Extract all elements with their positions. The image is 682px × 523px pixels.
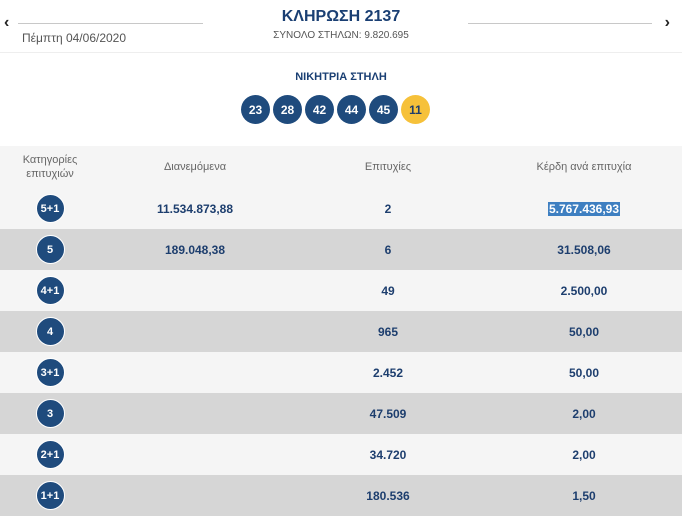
winning-column-label: ΝΙΚΗΤΡΙΑ ΣΤΗΛΗ [295,71,387,83]
distributed-cell [100,393,290,434]
table-row: 4+1 49 2.500,00 [0,270,682,311]
prize-cell: 31.508,06 [557,242,611,257]
distributed-cell: 11.534.873,88 [156,201,234,216]
header-prize: Κέρδη ανά επιτυχία [536,161,632,173]
winning-column: ΝΙΚΗΤΡΙΑ ΣΤΗΛΗ 23 28 42 44 45 11 [0,52,682,145]
chevron-left-icon[interactable]: ‹ [4,14,10,31]
header-divider-left [18,23,203,24]
category-cell: 4 [0,311,100,352]
winners-cell: 965 [377,324,399,339]
number-ball: 28 [273,95,302,124]
joker-ball: 11 [401,95,430,124]
prize-value-selected: 5.767.436,93 [547,201,621,216]
distributed-cell [100,434,290,475]
distributed-cell [100,352,290,393]
table-row: 3+1 2.452 50,00 [0,352,682,393]
category-badge: 2+1 [35,440,65,469]
header-divider-right [468,23,652,24]
category-badge: 3+1 [35,358,65,387]
header-category: Κατηγορίες επιτυχιών [22,154,78,180]
prize-cell: 5.767.436,93 [486,188,682,229]
header-winners: Επιτυχίες [364,161,412,173]
draw-title: ΚΛΗΡΩΣΗ 2137 [281,8,401,25]
table-row: 5+1 11.534.873,88 2 5.767.436,93 [0,188,682,229]
prize-cell: 2,00 [572,447,596,462]
winners-cell: 49 [381,283,395,298]
winning-numbers: 23 28 42 44 45 11 [241,95,433,124]
category-badge: 5 [35,235,65,264]
number-ball: 45 [369,95,398,124]
category-cell: 4+1 [0,270,100,311]
prize-cell: 2.500,00 [560,283,608,298]
header-distributed: Διανεμόμενα [163,161,227,173]
table-row: 3 47.509 2,00 [0,393,682,434]
number-ball: 42 [305,95,334,124]
winners-cell: 6 [384,242,392,257]
category-badge: 3 [35,399,65,428]
prize-cell: 1,50 [572,488,596,503]
chevron-right-icon[interactable]: › [664,14,670,31]
category-badge: 1+1 [35,481,65,510]
winners-cell: 2.452 [372,365,404,380]
category-cell: 3 [0,393,100,434]
winners-cell: 2 [384,201,392,216]
prize-cell: 2,00 [572,406,596,421]
prize-table: Κατηγορίες επιτυχιών Διανεμόμενα Επιτυχί… [0,146,682,516]
table-row: 5 189.048,38 6 31.508,06 [0,229,682,270]
category-cell: 2+1 [0,434,100,475]
winners-cell: 180.536 [366,488,410,503]
table-row: 2+1 34.720 2,00 [0,434,682,475]
number-ball: 23 [241,95,270,124]
table-row: 1+1 180.536 1,50 [0,475,682,516]
prize-cell: 50,00 [568,324,600,339]
category-badge: 5+1 [35,194,65,223]
category-cell: 3+1 [0,352,100,393]
number-ball: 44 [337,95,366,124]
winners-cell: 34.720 [369,447,407,462]
winners-cell: 47.509 [369,406,407,421]
distributed-cell: 189.048,38 [164,242,226,257]
total-columns: ΣΥΝΟΛΟ ΣΤΗΛΩΝ: 9.820.695 [273,30,409,41]
distributed-cell [100,475,290,516]
category-badge: 4 [35,317,65,346]
draw-header: ‹ Πέμπτη 04/06/2020 ΚΛΗΡΩΣΗ 2137 ΣΥΝΟΛΟ … [0,0,682,52]
table-header: Κατηγορίες επιτυχιών Διανεμόμενα Επιτυχί… [0,146,682,188]
category-cell: 1+1 [0,475,100,516]
distributed-cell [100,311,290,352]
prize-cell: 50,00 [568,365,600,380]
draw-date: Πέμπτη 04/06/2020 [22,31,127,45]
distributed-cell [100,270,290,311]
category-cell: 5+1 [0,188,100,229]
category-badge: 4+1 [35,276,65,305]
category-cell: 5 [0,229,100,270]
table-row: 4 965 50,00 [0,311,682,352]
